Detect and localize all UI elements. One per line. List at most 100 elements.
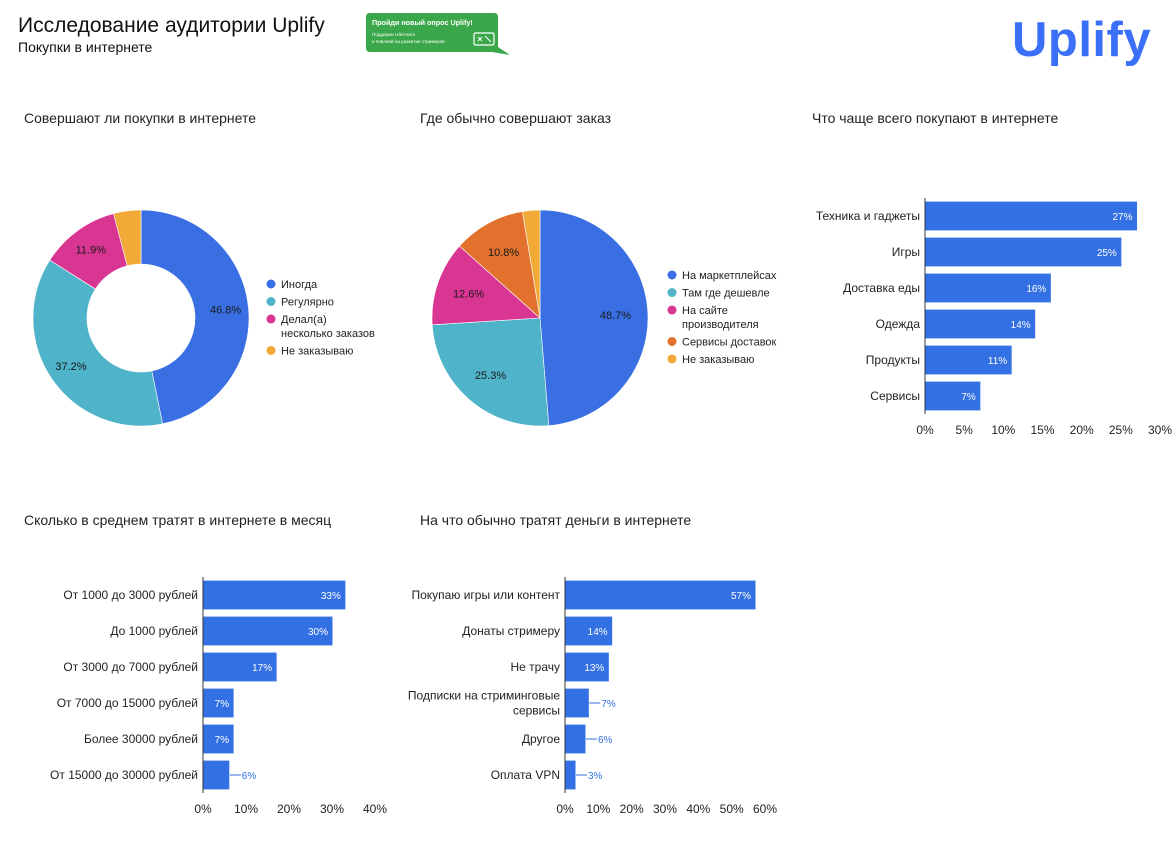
bar-value-label: 27% bbox=[1112, 212, 1132, 223]
x-tick-label: 15% bbox=[1030, 423, 1054, 437]
category-label: Донаты стримеру bbox=[462, 624, 560, 638]
bar-value-label: 14% bbox=[588, 627, 608, 638]
bar bbox=[203, 724, 234, 754]
bar-value-label: 7% bbox=[215, 699, 230, 710]
x-tick-label: 30% bbox=[320, 802, 344, 816]
bar bbox=[203, 580, 346, 610]
banner-line3: и повлияй на развитие стримеров bbox=[372, 38, 445, 44]
category-label: Доставка еды bbox=[843, 281, 920, 295]
bar-value-label: 25% bbox=[1097, 248, 1117, 259]
bar bbox=[925, 345, 1012, 375]
chart1-title: Совершают ли покупки в интернете bbox=[24, 110, 257, 126]
bar-value-label: 17% bbox=[252, 663, 272, 674]
category-label: От 1000 до 3000 рублей bbox=[63, 588, 198, 602]
category-label: До 1000 рублей bbox=[110, 624, 198, 638]
x-tick-label: 0% bbox=[556, 802, 574, 816]
x-tick-label: 20% bbox=[1070, 423, 1094, 437]
bar bbox=[925, 237, 1122, 267]
category-label: Не трачу bbox=[510, 660, 560, 674]
x-tick-label: 50% bbox=[720, 802, 744, 816]
legend-swatch bbox=[266, 314, 276, 324]
category-label: Покупаю игры или контент bbox=[412, 588, 561, 602]
category-label: Другое bbox=[522, 732, 560, 746]
legend-label: На сайте bbox=[682, 305, 728, 317]
x-tick-label: 30% bbox=[1148, 423, 1172, 437]
bar bbox=[565, 688, 589, 718]
x-tick-label: 20% bbox=[277, 802, 301, 816]
order-place-pie-chart: 48.7% 25.3% 12.6% 10.8% На маркетплейсах Там … bbox=[431, 209, 777, 427]
legend-swatch bbox=[266, 346, 276, 355]
bar-value-label: 30% bbox=[308, 627, 328, 638]
slice-value-label: 11.9% bbox=[76, 244, 107, 256]
banner-line1: Пройди новый опрос Uplify! bbox=[372, 18, 473, 27]
pie-slice bbox=[459, 211, 541, 319]
bar-value-label: 7% bbox=[601, 699, 616, 710]
legend-swatch bbox=[667, 354, 677, 364]
bar bbox=[203, 616, 333, 646]
x-tick-label: 0% bbox=[916, 423, 934, 437]
x-tick-label: 20% bbox=[620, 802, 644, 816]
monthly-spend-bar-chart: От 1000 до 3000 рублей 33% До 1000 рублей 3… bbox=[50, 577, 387, 816]
ticket-icon bbox=[473, 32, 495, 46]
bar bbox=[925, 201, 1137, 231]
legend-label: Иногда bbox=[281, 279, 318, 291]
bar bbox=[203, 760, 230, 790]
pie-slice bbox=[431, 245, 541, 326]
purchase-frequency-donut-chart: 46.8% 37.2% 11.9% Иногда Регулярно Делал(а) не… bbox=[32, 209, 375, 427]
x-tick-label: 30% bbox=[653, 802, 677, 816]
bar-value-label: 7% bbox=[215, 735, 230, 746]
x-tick-label: 10% bbox=[586, 802, 610, 816]
bar bbox=[925, 381, 981, 411]
legend-label: Делал(а) bbox=[281, 314, 327, 326]
bar bbox=[565, 652, 609, 682]
category-label: Техника и гаджеты bbox=[816, 209, 920, 223]
category-label: Оплата VPN bbox=[491, 768, 560, 782]
legend-swatch bbox=[667, 305, 677, 315]
banner-line2: Поддержи Uбетлате bbox=[372, 32, 416, 37]
legend-label: На маркетплейсах bbox=[682, 270, 777, 282]
x-tick-label: 40% bbox=[686, 802, 710, 816]
bar-value-label: 14% bbox=[1011, 320, 1031, 331]
category-label: Сервисы bbox=[870, 389, 920, 403]
legend-swatch bbox=[667, 288, 677, 297]
slice-value-label: 46.8% bbox=[210, 304, 241, 316]
chart2-title: Где обычно совершают заказ bbox=[420, 110, 612, 126]
bar bbox=[925, 273, 1051, 303]
legend-swatch bbox=[266, 297, 276, 306]
bar-value-label: 16% bbox=[1026, 284, 1046, 295]
x-tick-label: 10% bbox=[234, 802, 258, 816]
legend-label: Не заказываю bbox=[682, 354, 754, 366]
x-tick-label: 5% bbox=[955, 423, 973, 437]
legend-swatch bbox=[667, 270, 677, 280]
bar-value-label: 7% bbox=[961, 392, 976, 403]
pie-slice bbox=[539, 209, 649, 426]
bar-value-label: 33% bbox=[321, 591, 341, 602]
purchase-category-bar-chart: Техника и гаджеты 27% Игры 25% Доставка еды 1… bbox=[816, 198, 1172, 437]
category-label: Продукты bbox=[866, 353, 920, 367]
x-tick-label: 0% bbox=[194, 802, 212, 816]
uplify-logo: Uplify bbox=[1012, 13, 1152, 67]
bar-value-label: 6% bbox=[598, 735, 613, 746]
bar-value-label: 11% bbox=[988, 356, 1007, 367]
x-tick-label: 10% bbox=[991, 423, 1015, 437]
category-label: Игры bbox=[892, 245, 920, 259]
chart4-title: Сколько в среднем тратят в интернете в м… bbox=[24, 512, 332, 528]
bar bbox=[203, 688, 234, 718]
survey-banner[interactable]: Пройди новый опрос Uplify! Поддержи Uбет… bbox=[366, 13, 510, 56]
chart3-title: Что чаще всего покупают в интернете bbox=[812, 110, 1059, 126]
category-label: От 15000 до 30000 рублей bbox=[50, 768, 198, 782]
legend-label: Сервисы доставок bbox=[682, 337, 777, 349]
bar bbox=[565, 724, 586, 754]
spending-purpose-bar-chart: Покупаю игры или контент 57% Донаты стриме… bbox=[408, 577, 777, 816]
slice-value-label: 48.7% bbox=[600, 310, 631, 322]
bar bbox=[925, 309, 1036, 339]
page-title: Исследование аудитории Uplify bbox=[18, 14, 325, 37]
x-tick-label: 25% bbox=[1109, 423, 1133, 437]
bar bbox=[565, 760, 576, 790]
legend-label: несколько заказов bbox=[281, 328, 375, 340]
pie-slice bbox=[32, 259, 163, 427]
legend-label: Регулярно bbox=[281, 297, 334, 309]
category-label: Подписки на стриминговые bbox=[408, 689, 560, 703]
bar bbox=[565, 616, 613, 646]
slice-value-label: 37.2% bbox=[55, 361, 86, 373]
